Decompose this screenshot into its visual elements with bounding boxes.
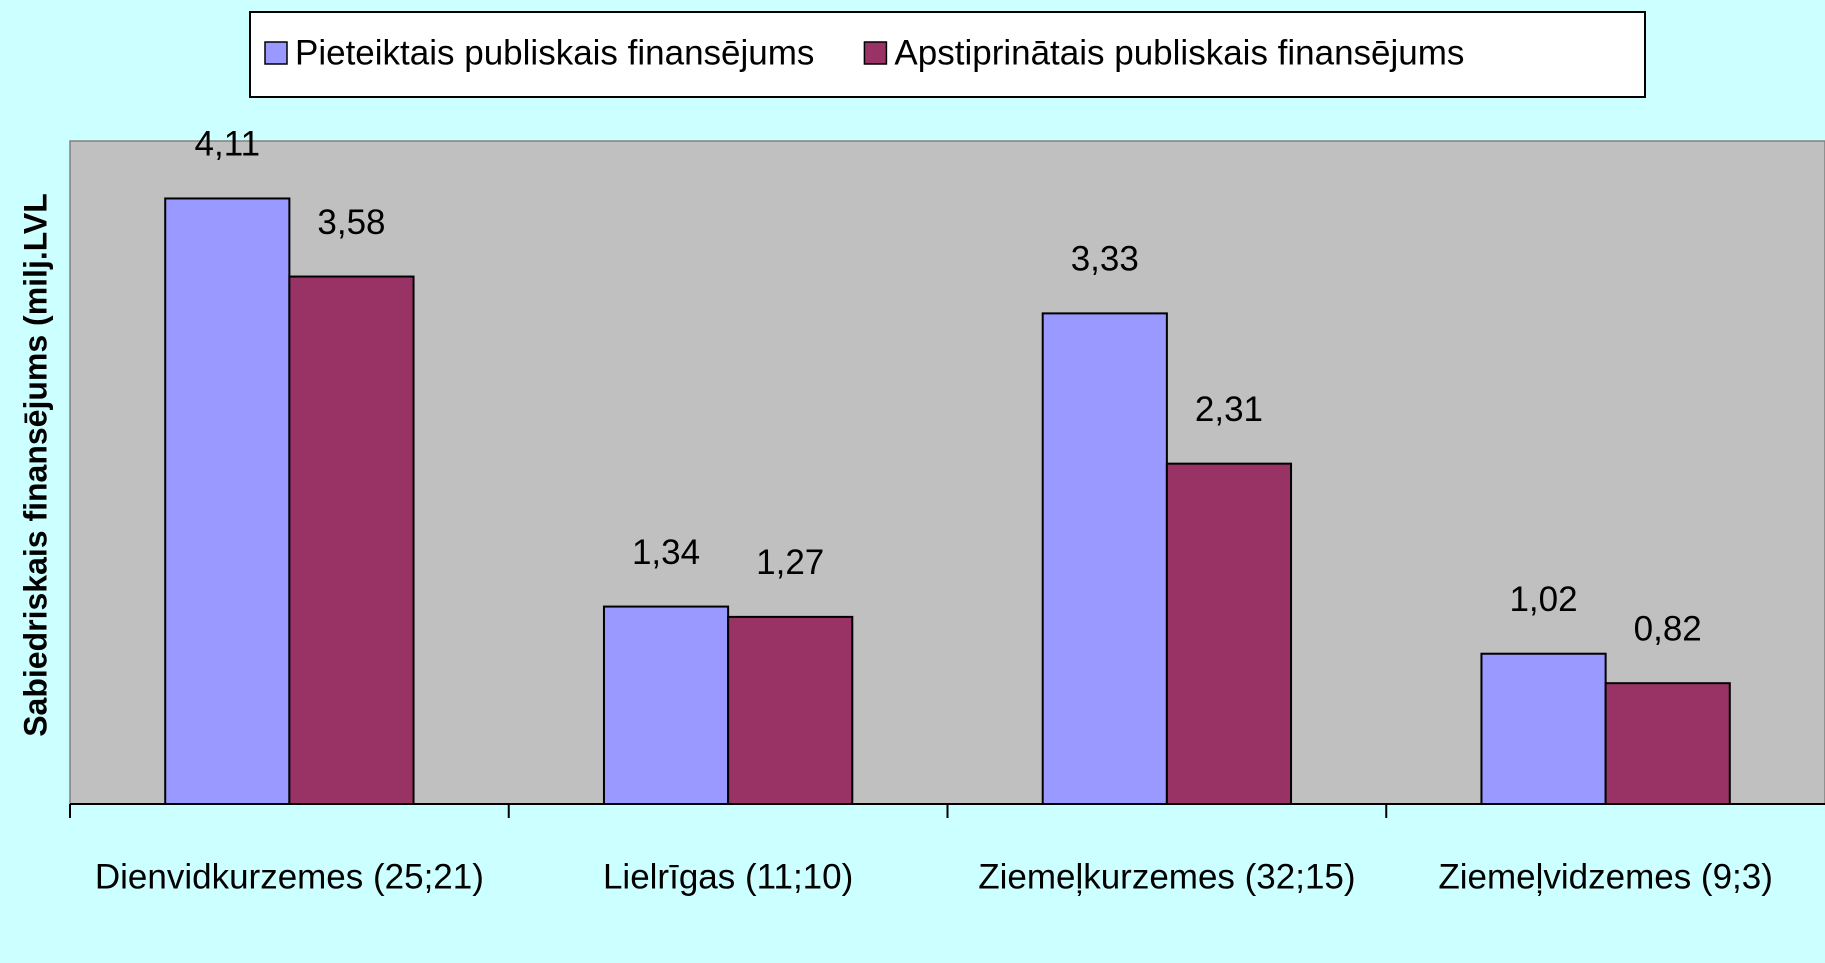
bar: [727, 615, 854, 805]
bar: [1604, 682, 1731, 805]
bar: [1165, 462, 1293, 805]
x-tick-label: Ziemeļkurzemes (32;15): [978, 857, 1355, 896]
data-label: 2,31: [1195, 390, 1263, 429]
legend-swatch: [264, 41, 288, 65]
data-label: 1,27: [756, 543, 824, 582]
x-tick-label: Ziemeļvidzemes (9;3): [1438, 857, 1773, 896]
legend-label: Pieteiktais publiskais finansējums: [295, 33, 814, 72]
bar: [164, 197, 291, 805]
bar: [288, 275, 415, 805]
bar: [1041, 312, 1168, 805]
data-label: 3,58: [317, 203, 385, 242]
data-label: 4,11: [195, 125, 261, 164]
x-tick-label: Dienvidkurzemes (25;21): [95, 857, 484, 896]
x-tick-label: Lielrīgas (11;10): [603, 857, 853, 896]
legend: [249, 11, 1646, 98]
data-label: 1,02: [1509, 580, 1577, 619]
legend-label: Apstiprinātais publiskais finansējums: [894, 33, 1464, 72]
data-label: 3,33: [1071, 240, 1139, 279]
bar: [1480, 652, 1607, 805]
data-label: 0,82: [1634, 609, 1702, 648]
data-label: 1,34: [632, 533, 700, 572]
legend-swatch: [863, 41, 888, 65]
bar: [602, 605, 730, 805]
y-axis-label: Sabiedriskais finansējums (milj.LVL: [17, 193, 53, 737]
